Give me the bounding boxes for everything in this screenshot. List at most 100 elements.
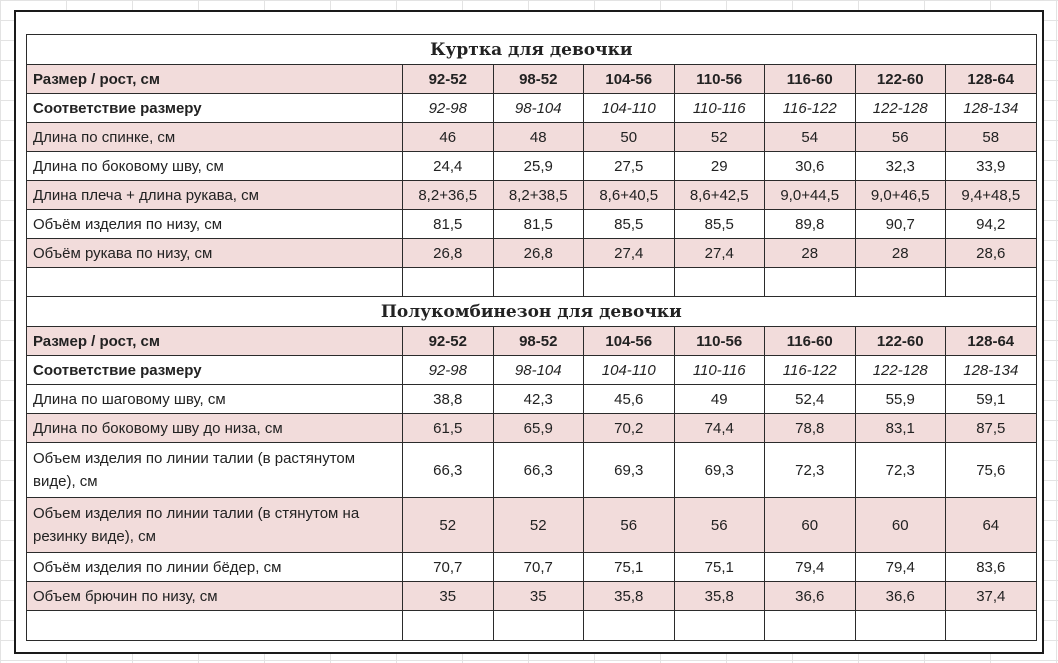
size-cell: 8,2+38,5 xyxy=(492,180,584,210)
size-cell: 75,1 xyxy=(673,552,765,582)
row-label: Соответствие размеру xyxy=(26,93,403,123)
size-cell: 69,3 xyxy=(583,442,675,498)
empty-cell xyxy=(945,267,1037,298)
size-cell: 110-56 xyxy=(673,326,765,356)
overalls-table-row: Объём изделия по линии бёдер, см 70,7 70,7… xyxy=(26,552,1037,582)
size-cell: 110-116 xyxy=(673,93,765,123)
size-chart-frame: Куртка для девочки Размер / рост, см 92-5… xyxy=(14,10,1044,654)
overalls-table-row: Объем брючин по низу, см 35 35 35,8 35,8 36,6… xyxy=(26,581,1037,611)
size-cell: 90,7 xyxy=(854,209,946,239)
size-cell: 81,5 xyxy=(402,209,494,239)
size-cell: 122-128 xyxy=(854,93,946,123)
size-cell: 104-110 xyxy=(583,355,675,385)
overalls-table-row: Объем изделия по линии талии (в растянут… xyxy=(26,442,1037,498)
jacket-table-row: Длина по спинке, см 46 48 50 52 54 56 58 xyxy=(26,122,1037,152)
size-cell: 56 xyxy=(583,497,675,553)
size-cell: 89,8 xyxy=(764,209,856,239)
size-cell: 85,5 xyxy=(583,209,675,239)
empty-cell xyxy=(764,610,856,641)
size-cell: 9,0+44,5 xyxy=(764,180,856,210)
empty-cell xyxy=(764,267,856,298)
size-cell: 48 xyxy=(492,122,584,152)
size-cell: 116-122 xyxy=(764,355,856,385)
jacket-table-row: Длина по боковому шву, см 24,4 25,9 27,5 29 3… xyxy=(26,151,1037,181)
size-cell: 92-98 xyxy=(402,93,494,123)
row-label: Размер / рост, см xyxy=(26,64,403,94)
size-cell: 45,6 xyxy=(583,384,675,414)
jacket-size-table: Куртка для девочки Размер / рост, см 92-5… xyxy=(26,34,1037,298)
jacket-table-row: Размер / рост, см 92-52 98-52 104-56 110-56 1… xyxy=(26,64,1037,94)
overalls-table-row: Длина по шаговому шву, см 38,8 42,3 45,6 49 5… xyxy=(26,384,1037,414)
size-cell: 128-64 xyxy=(945,64,1037,94)
size-cell: 79,4 xyxy=(854,552,946,582)
size-cell: 110-56 xyxy=(673,64,765,94)
row-label: Объем изделия по линии талии (в растянут… xyxy=(26,442,403,498)
size-cell: 70,2 xyxy=(583,413,675,443)
row-label: Объём изделия по низу, см xyxy=(26,209,403,239)
size-cell: 55,9 xyxy=(854,384,946,414)
size-cell: 116-60 xyxy=(764,326,856,356)
size-cell: 98-52 xyxy=(492,64,584,94)
size-cell: 61,5 xyxy=(402,413,494,443)
size-cell: 122-128 xyxy=(854,355,946,385)
overalls-empty-row xyxy=(26,610,1037,641)
size-cell: 36,6 xyxy=(764,581,856,611)
size-cell: 78,8 xyxy=(764,413,856,443)
size-cell: 32,3 xyxy=(854,151,946,181)
size-cell: 122-60 xyxy=(854,326,946,356)
size-cell: 92-98 xyxy=(402,355,494,385)
size-cell: 38,8 xyxy=(402,384,494,414)
row-label: Объем изделия по линии талии (в стянутом… xyxy=(26,497,403,553)
size-cell: 81,5 xyxy=(492,209,584,239)
size-cell: 65,9 xyxy=(492,413,584,443)
size-cell: 58 xyxy=(945,122,1037,152)
size-cell: 56 xyxy=(673,497,765,553)
size-cell: 60 xyxy=(764,497,856,553)
size-cell: 33,9 xyxy=(945,151,1037,181)
size-cell: 98-104 xyxy=(492,355,584,385)
size-cell: 25,9 xyxy=(492,151,584,181)
size-cell: 28 xyxy=(764,238,856,268)
jacket-table-row: Соответствие размеру 92-98 98-104 104-110 11… xyxy=(26,93,1037,123)
row-label: Длина по боковому шву, см xyxy=(26,151,403,181)
overalls-size-table: Полукомбинезон для девочки Размер / рост… xyxy=(26,296,1037,641)
size-cell: 28,6 xyxy=(945,238,1037,268)
size-cell: 8,6+40,5 xyxy=(583,180,675,210)
empty-cell xyxy=(673,267,765,298)
size-cell: 50 xyxy=(583,122,675,152)
size-cell: 70,7 xyxy=(402,552,494,582)
size-cell: 83,1 xyxy=(854,413,946,443)
size-cell: 35 xyxy=(492,581,584,611)
size-cell: 52 xyxy=(492,497,584,553)
size-cell: 128-64 xyxy=(945,326,1037,356)
row-label: Длина по боковому шву до низа, см xyxy=(26,413,403,443)
size-cell: 92-52 xyxy=(402,326,494,356)
row-label: Объём изделия по линии бёдер, см xyxy=(26,552,403,582)
size-cell: 42,3 xyxy=(492,384,584,414)
empty-cell xyxy=(854,610,946,641)
size-cell: 92-52 xyxy=(402,64,494,94)
size-cell: 79,4 xyxy=(764,552,856,582)
size-cell: 72,3 xyxy=(764,442,856,498)
size-cell: 66,3 xyxy=(492,442,584,498)
size-cell: 29 xyxy=(673,151,765,181)
size-cell: 104-56 xyxy=(583,64,675,94)
empty-cell xyxy=(583,267,675,298)
jacket-empty-row xyxy=(26,267,1037,298)
size-cell: 60 xyxy=(854,497,946,553)
row-label: Соответствие размеру xyxy=(26,355,403,385)
empty-cell xyxy=(492,610,584,641)
size-cell: 122-60 xyxy=(854,64,946,94)
row-label: Длина плеча + длина рукава, см xyxy=(26,180,403,210)
overalls-table-row: Длина по боковому шву до низа, см 61,5 65,… xyxy=(26,413,1037,443)
size-cell: 75,6 xyxy=(945,442,1037,498)
size-cell: 27,5 xyxy=(583,151,675,181)
jacket-table-row: Объём изделия по низу, см 81,5 81,5 85,5 85,… xyxy=(26,209,1037,239)
size-cell: 56 xyxy=(854,122,946,152)
size-cell: 26,8 xyxy=(402,238,494,268)
size-cell: 75,1 xyxy=(583,552,675,582)
size-cell: 94,2 xyxy=(945,209,1037,239)
empty-cell xyxy=(583,610,675,641)
size-cell: 8,6+42,5 xyxy=(673,180,765,210)
size-cell: 116-60 xyxy=(764,64,856,94)
